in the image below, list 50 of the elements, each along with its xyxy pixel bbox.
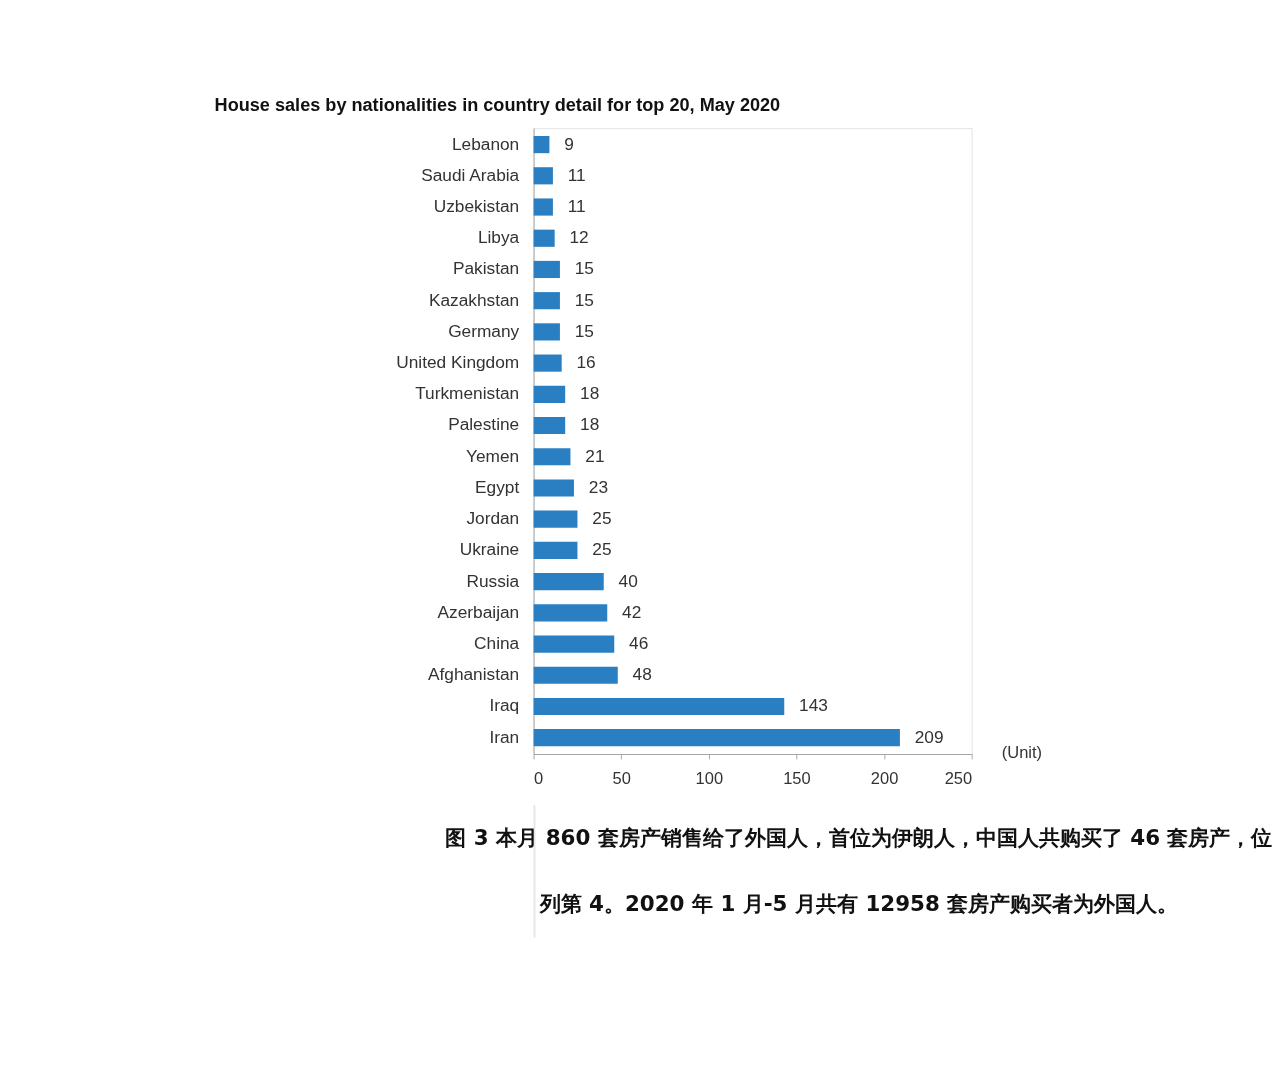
data-label: 15 (574, 258, 594, 279)
y-tick-label: Azerbaijan (437, 601, 520, 622)
data-label: 25 (592, 508, 612, 529)
data-label: 12 (569, 227, 589, 248)
data-label: 48 (632, 664, 652, 685)
y-tick-label: China (474, 632, 520, 653)
y-tick-label: Turkmenistan (415, 383, 520, 404)
data-label: 11 (567, 164, 586, 185)
y-tick-label: Germany (448, 320, 520, 341)
data-label: 25 (592, 539, 612, 560)
y-tick-label: Russia (466, 570, 520, 591)
data-label: 42 (622, 601, 642, 622)
y-tick-label: Saudi Arabia (421, 164, 520, 185)
y-tick-label: United Kingdom (396, 352, 520, 373)
text: 列第 4。2020 年 1 月-5 月共有 12958 套房产购买者为外国人。 (538, 890, 1179, 916)
x-tick-label: 250 (944, 769, 973, 788)
data-label: 18 (580, 383, 600, 404)
x-tick-label: 0 (534, 769, 544, 788)
caption: 图 3 本月 860 套房产销售给了外国人，首位为伊朗人，中国人共购买了 46 套房产，位 (445, 824, 1273, 850)
x-axis-title: (Unit) (1001, 742, 1043, 761)
y-tick-label: Lebanon (451, 133, 520, 154)
data-label: 21 (585, 445, 605, 466)
data-label: 11 (567, 195, 586, 216)
data-label: 18 (580, 414, 600, 435)
y-tick-label: Uzbekistan (433, 195, 520, 216)
data-label: 46 (629, 632, 649, 653)
y-tick-label: Ukraine (459, 539, 520, 560)
x-tick-label: 200 (870, 769, 899, 788)
data-label: 16 (576, 352, 596, 373)
data-label: 15 (574, 320, 594, 341)
chart-title: House sales by nationalities in country detail for top 20, May 2020 (214, 94, 781, 115)
data-label: 209 (914, 726, 944, 747)
y-tick-label: Iran (489, 726, 520, 747)
y-tick-label: Libya (477, 227, 520, 248)
y-tick-label: Pakistan (452, 258, 520, 279)
x-tick-label: 150 (783, 769, 811, 788)
data-label: 9 (564, 133, 574, 154)
y-tick-label: Egypt (475, 476, 520, 497)
data-label: 23 (588, 476, 609, 497)
x-tick-label: 100 (695, 769, 724, 788)
y-tick-label: Jordan (466, 508, 520, 529)
y-tick-label: Afghanistan (427, 664, 520, 685)
y-tick-label: Iraq (489, 695, 520, 716)
data-label: 15 (574, 289, 594, 310)
x-tick-label: 50 (612, 769, 631, 788)
y-tick-label: Yemen (466, 445, 520, 466)
data-label: 143 (799, 695, 828, 716)
data-label: 40 (618, 570, 638, 591)
y-tick-label: Kazakhstan (428, 289, 520, 310)
y-tick-label: Palestine (448, 414, 520, 435)
